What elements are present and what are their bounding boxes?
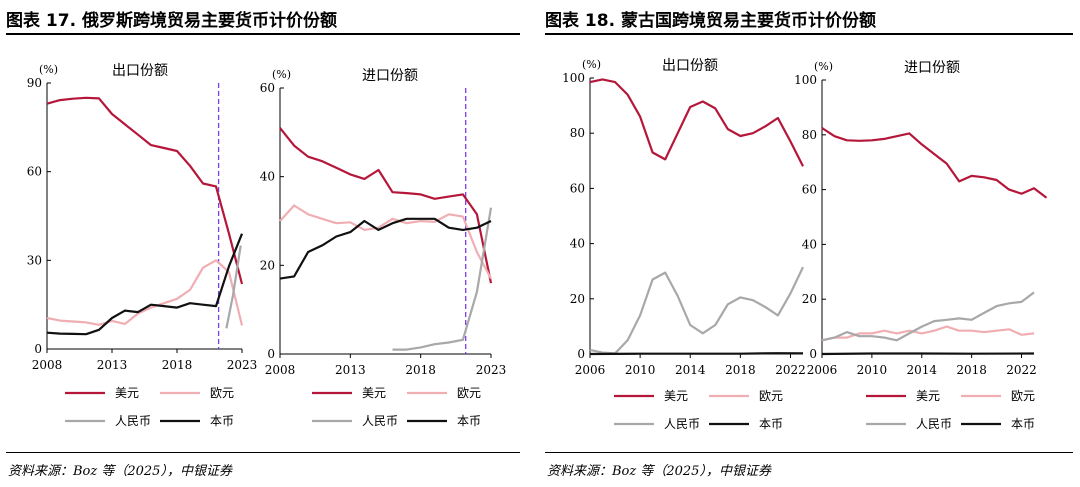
chart4-y-tick-label: 80: [802, 128, 817, 142]
chart3-y-tick-label: 80: [570, 126, 585, 140]
chart2-x-tick-label: 2013: [335, 363, 366, 377]
chart4-x-tick-label: 2014: [906, 363, 937, 377]
chart4-y-tick-label: 0: [809, 347, 817, 361]
chart4-x-tick-label: 2010: [857, 363, 888, 377]
figure18-source: 资料来源：Boz 等（2025），中银证券: [547, 464, 771, 479]
chart3-legend-label-usd: 美元: [664, 389, 688, 403]
chart1-x-tick-label: 2018: [162, 358, 193, 372]
chart2-y-tick-label: 20: [260, 258, 275, 272]
chart4-x-tick-label: 2022: [1006, 363, 1037, 377]
chart3-series-rmb: [589, 266, 804, 355]
chart4-legend-label-usd: 美元: [916, 389, 940, 403]
chart1-series-local: [46, 233, 244, 336]
chart4-x-tick-label: 2006: [807, 363, 838, 377]
chart4-y-tick-label: 40: [802, 237, 817, 251]
chart3-series-usd: [589, 78, 804, 167]
chart2-y-tick-label: 0: [267, 347, 275, 361]
chart3-y-tick-label: 20: [570, 292, 585, 306]
chart4-series-rmb: [821, 291, 1035, 342]
figure18-top-rule: [545, 33, 1073, 35]
figure18-title: 图表 18. 蒙古国跨境贸易主要货币计价份额: [545, 11, 876, 31]
chart2-series-usd: [279, 127, 493, 284]
figure18-bottom-rule: [545, 452, 1073, 453]
chart1-series-usd: [46, 96, 244, 285]
chart3-x-tick-label: 2014: [675, 363, 706, 377]
chart1-y-tick-label: 0: [34, 342, 42, 356]
chart3-y-tick-label: 40: [570, 237, 585, 251]
chart4-series-eur: [821, 325, 1035, 342]
chart3-y-tick-label: 60: [570, 181, 585, 195]
chart1-unit-label: (%): [39, 63, 58, 76]
chart4-series-usd: [821, 127, 1048, 199]
chart2-x-tick-label: 2023: [476, 363, 507, 377]
chart2-legend-label-usd: 美元: [362, 386, 386, 400]
chart2-series-rmb: [392, 207, 493, 351]
chart3-y-tick-label: 0: [577, 347, 585, 361]
figure17-title: 图表 17. 俄罗斯跨境贸易主要货币计价份额: [6, 11, 337, 31]
chart1-y-tick-label: 30: [27, 253, 42, 267]
chart2-series-local: [279, 217, 492, 280]
chart1-series-eur: [46, 259, 244, 326]
chart3-legend-label-local: 本币: [759, 417, 783, 431]
chart2-x-tick-label: 2018: [405, 363, 436, 377]
chart3-title: 出口份额: [662, 58, 718, 74]
chart2-legend-label-rmb: 人民币: [362, 414, 398, 428]
chart3-x-tick-label: 2006: [575, 363, 606, 377]
figure17-top-rule: [6, 33, 520, 35]
chart1-series-rmb: [225, 245, 242, 329]
chart3-y-tick-label: 100: [562, 71, 585, 85]
chart2-series-eur: [279, 204, 492, 280]
chart4-y-tick-label: 20: [802, 292, 817, 306]
chart1-title: 出口份额: [112, 63, 168, 79]
chart4-y-tick-label: 100: [794, 73, 817, 87]
chart1-legend-label-usd: 美元: [115, 386, 139, 400]
chart1-x-tick-label: 2013: [97, 358, 128, 372]
chart3-legend-label-eur: 欧元: [759, 389, 783, 403]
figure17-bottom-rule: [6, 452, 520, 453]
chart4-y-tick-label: 60: [802, 183, 817, 197]
chart2-legend-label-eur: 欧元: [457, 386, 481, 400]
chart1-legend-label-eur: 欧元: [210, 386, 234, 400]
chart2-legend-label-local: 本币: [457, 414, 481, 428]
chart1-x-tick-label: 2008: [32, 358, 63, 372]
chart3-x-tick-label: 2018: [725, 363, 756, 377]
chart1-y-tick-label: 60: [27, 165, 42, 179]
chart4-title: 进口份额: [904, 60, 960, 76]
chart1-x-tick-label: 2023: [227, 358, 258, 372]
chart4-legend-label-eur: 欧元: [1011, 389, 1035, 403]
chart2-title: 进口份额: [362, 68, 418, 84]
chart3-x-tick-label: 2022: [775, 363, 806, 377]
chart1-legend-label-rmb: 人民币: [115, 414, 151, 428]
chart4-legend-label-local: 本币: [1011, 417, 1035, 431]
chart2-x-tick-label: 2008: [265, 363, 296, 377]
chart3-unit-label: (%): [582, 58, 601, 71]
chart2-unit-label: (%): [272, 68, 291, 81]
figure17-source: 资料来源：Boz 等（2025），中银证券: [8, 464, 232, 479]
chart4-unit-label: (%): [814, 60, 833, 73]
chart4-legend-label-rmb: 人民币: [916, 417, 952, 431]
chart3-legend-label-rmb: 人民币: [664, 417, 700, 431]
chart1-legend-label-local: 本币: [210, 414, 234, 428]
chart3-series-local: [589, 352, 804, 356]
chart4-series-local: [821, 352, 1035, 356]
chart1-y-tick-label: 90: [27, 76, 42, 90]
chart4-x-tick-label: 2018: [956, 363, 987, 377]
chart2-y-tick-label: 40: [260, 170, 275, 184]
chart3-x-tick-label: 2010: [625, 363, 656, 377]
chart2-y-tick-label: 60: [260, 81, 275, 95]
